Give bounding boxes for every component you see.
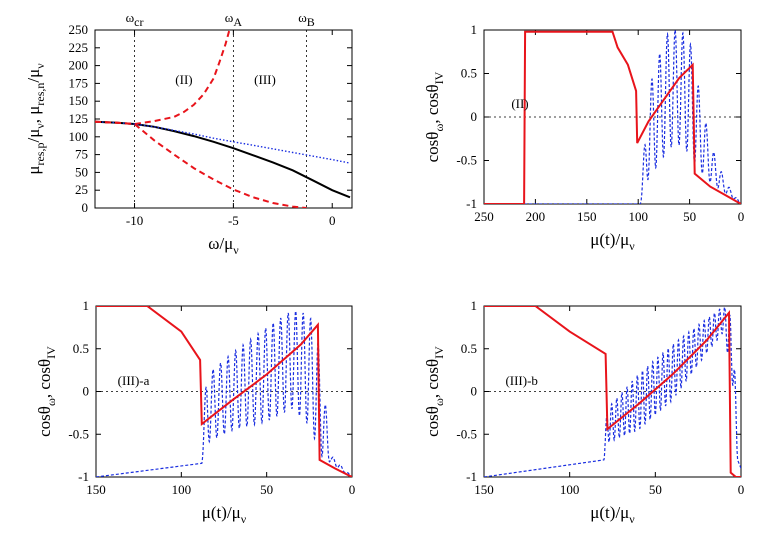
- x-tick-label: 0: [738, 209, 745, 224]
- region-annotation: (III)-b: [505, 373, 537, 388]
- x-tick-label: 150: [577, 209, 597, 224]
- x-tick-label: 50: [683, 209, 696, 224]
- plot-area: [484, 306, 741, 477]
- y-tick-label: 0.5: [461, 341, 477, 356]
- plot-frame: [483, 29, 742, 205]
- y-axis-label: cosθω, cosθIV: [35, 346, 58, 437]
- plot-area: [96, 306, 352, 477]
- series-cos-theta-iv: [484, 306, 741, 477]
- region-annotation: (III): [254, 72, 276, 87]
- x-tick-label: 100: [172, 482, 192, 497]
- y-tick-label: 1: [83, 298, 90, 313]
- x-tick-label: 250: [474, 209, 494, 224]
- panel-top-left: 0 25 50 75 100 125 150 175 200 225 250 -10 -5 0 ω/μν μr…: [24, 10, 353, 257]
- plot-frame: [95, 305, 353, 478]
- y-axis-label: μres,p/μν, μres,n/μν: [24, 63, 47, 175]
- x-axis-label: μ(t)/μν: [590, 503, 635, 526]
- y-tick-label: 0: [83, 384, 90, 399]
- y-tick-label: -1: [466, 469, 477, 484]
- y-tick-label: 250: [69, 22, 89, 37]
- series-line-dotted-blue: [95, 121, 351, 164]
- plot-area: [484, 30, 741, 204]
- series-cos-theta-iv: [484, 30, 741, 204]
- y-tick-label: -0.5: [456, 426, 477, 441]
- y-tick-label: 0.5: [73, 341, 89, 356]
- panel-bottom-right: -1 -0.5 0 0.5 1 150 100 50 0 μ(t)/μν cosθω, cosθIV…: [423, 298, 744, 526]
- y-tick-label: 0: [82, 200, 89, 215]
- x-tick-label: 50: [260, 482, 273, 497]
- x-tick-label: 0: [349, 482, 356, 497]
- series-line-solid-black: [95, 120, 351, 199]
- x-axis-label: μ(t)/μν: [202, 503, 247, 526]
- x-tick-label: 100: [628, 209, 648, 224]
- series-cos-theta-omega: [96, 306, 352, 477]
- y-tick-label: 1: [471, 298, 478, 313]
- region-annotation: (III)-a: [118, 373, 150, 388]
- y-tick-label: -0.5: [456, 153, 477, 168]
- y-tick-label: -0.5: [68, 426, 89, 441]
- x-axis-label: ω/μν: [208, 234, 239, 257]
- x-tick-label: 0: [738, 482, 745, 497]
- y-axis-label: cosθω, cosθIV: [423, 71, 446, 162]
- y-tick-label: 50: [75, 164, 88, 179]
- y-tick-label: -1: [78, 469, 89, 484]
- x-tick-label: 50: [649, 482, 662, 497]
- marker-label: ωcr: [126, 10, 144, 29]
- y-tick-label: 150: [69, 93, 89, 108]
- x-tick-label: 150: [474, 482, 494, 497]
- y-tick-label: 75: [75, 147, 88, 162]
- x-tick-label: 0: [329, 213, 336, 228]
- y-tick-label: -1: [466, 196, 477, 211]
- marker-label: ωB: [298, 10, 315, 29]
- region-annotation: (II): [511, 96, 528, 111]
- y-tick-label: 100: [69, 129, 89, 144]
- y-axis-label: cosθω, cosθIV: [423, 346, 446, 437]
- x-tick-label: 100: [560, 482, 580, 497]
- y-tick-label: 25: [75, 182, 88, 197]
- region-annotation: (II): [175, 72, 192, 87]
- x-tick-label: 200: [526, 209, 546, 224]
- series-line-dashed-red: [95, 120, 307, 208]
- y-tick-label: 1: [471, 22, 478, 37]
- plot-frame: [483, 305, 742, 478]
- x-tick-label: 150: [86, 482, 106, 497]
- panel-top-right: -1 -0.5 0 0.5 1 250 200 150 100 50 0 μ(t)/μν cosθω, …: [423, 22, 744, 253]
- series-cos-theta-omega: [484, 306, 741, 477]
- y-tick-label: 225: [69, 40, 89, 55]
- y-tick-label: 200: [69, 58, 89, 73]
- y-tick-label: 0: [471, 109, 478, 124]
- x-axis-label: μ(t)/μν: [590, 230, 635, 253]
- x-tick-label: -5: [228, 213, 239, 228]
- y-tick-label: 125: [69, 111, 89, 126]
- series-cos-theta-omega: [484, 30, 741, 204]
- plot-area: [95, 30, 351, 208]
- y-tick-label: 0: [471, 384, 478, 399]
- y-tick-label: 0.5: [461, 66, 477, 81]
- panel-bottom-left: -1 -0.5 0 0.5 1 150 100 50 0 μ(t)/μν cosθω, cosθIV…: [35, 298, 355, 526]
- series-cos-theta-iv: [96, 310, 352, 477]
- marker-label: ωA: [225, 10, 243, 29]
- x-tick-label: -10: [126, 213, 143, 228]
- y-tick-label: 175: [69, 75, 89, 90]
- series-line-dashed-red: [95, 30, 231, 126]
